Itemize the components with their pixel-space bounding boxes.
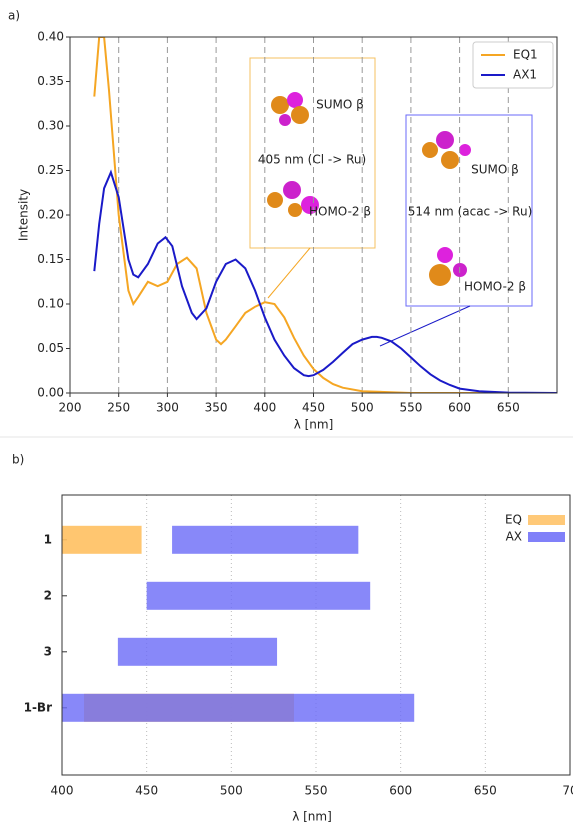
y-tick-label: 0.35: [37, 74, 64, 88]
legend-swatch: [528, 532, 565, 542]
figure: a) 200 250 300 350 400 450 500 550 600 650 0.00 0.05…: [0, 0, 573, 826]
y-tick-label: 2: [44, 588, 52, 602]
x-tick-label: 550: [305, 784, 328, 798]
panel-label: a): [8, 9, 20, 23]
y-tick-label: 3: [44, 644, 52, 658]
y-axis-label: Intensity: [17, 189, 31, 241]
x-tick-label: 500: [220, 784, 243, 798]
annotation: HOMO-2 β: [464, 280, 526, 294]
range-bar: [147, 582, 371, 610]
annotation-connector: [380, 306, 470, 346]
x-tick-label: 600: [389, 784, 412, 798]
annotation: SUMO β: [471, 163, 519, 177]
y-tick-label: 0.15: [37, 252, 64, 266]
annotation: 405 nm (Cl -> Ru): [258, 153, 366, 167]
panel-label: b): [12, 453, 24, 467]
y-tick-label: 0.30: [37, 119, 64, 133]
x-tick-label: 70: [562, 784, 573, 798]
x-tick-label: 600: [448, 401, 471, 415]
x-tick-label: 450: [135, 784, 158, 798]
x-tick-label: 550: [399, 401, 422, 415]
legend-label: AX: [506, 530, 522, 544]
annotation: SUMO β: [316, 98, 364, 112]
x-tick-label: 200: [59, 401, 82, 415]
x-tick-label: 400: [253, 401, 276, 415]
legend-label: EQ: [505, 513, 522, 527]
y-tick-label: 1-Br: [24, 700, 52, 714]
x-tick-label: 500: [351, 401, 374, 415]
y-tick-label: 0.20: [37, 208, 64, 222]
range-bar: [62, 694, 414, 722]
x-tick-label: 450: [302, 401, 325, 415]
y-tick-label: 0.10: [37, 297, 64, 311]
annotation: HOMO-2 β: [309, 205, 371, 219]
legend-label: EQ1: [513, 48, 538, 62]
y-tick-label: 0.05: [37, 341, 64, 355]
x-tick-label: 300: [156, 401, 179, 415]
legend-swatch: [528, 515, 565, 525]
x-tick-label: 400: [51, 784, 74, 798]
x-tick-label: 650: [497, 401, 520, 415]
range-bar: [118, 638, 277, 666]
y-tick-label: 0.00: [37, 386, 64, 400]
y-tick-label: 0.25: [37, 163, 64, 177]
y-tick-label: 0.40: [37, 30, 64, 44]
range-bar: [172, 526, 358, 554]
x-axis-label: λ [nm]: [294, 418, 334, 432]
annotation: 514 nm (acac -> Ru): [408, 205, 533, 219]
y-tick-label: 1: [44, 532, 52, 546]
annotation-connector: [268, 248, 310, 298]
x-axis-label: λ [nm]: [292, 810, 332, 824]
range-bar: [62, 526, 142, 554]
x-tick-label: 250: [107, 401, 130, 415]
x-tick-label: 350: [205, 401, 228, 415]
x-tick-label: 650: [474, 784, 497, 798]
legend-label: AX1: [513, 68, 537, 82]
